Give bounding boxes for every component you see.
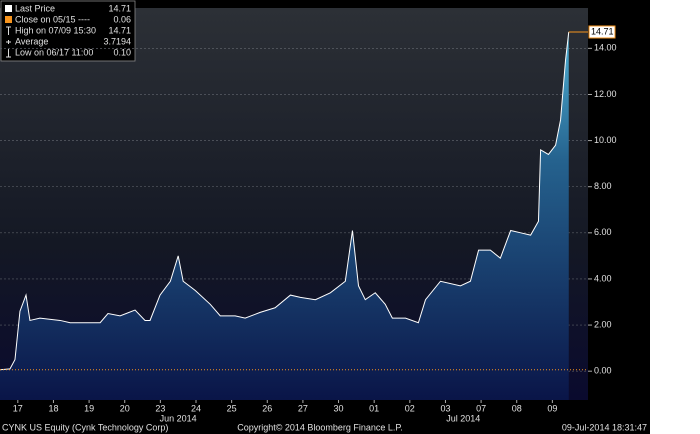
legend-value: 14.71 [108,25,131,35]
legend-box [0,0,136,62]
price-line [0,31,570,371]
x-tick-label: 18 [48,403,58,413]
legend-value: 14.71 [108,3,131,13]
legend-value: 3.7194 [103,36,131,46]
y-tick-label: 0.00 [594,366,612,376]
y-tick-label: 8.00 [594,181,612,191]
legend-label: High on 07/09 15:30 [15,25,96,35]
y-tick-label: 14.00 [594,43,617,53]
x-tick-label: 24 [191,403,201,413]
price-area [0,31,569,401]
x-tick-label: 30 [334,403,344,413]
legend-label: Average [15,36,48,46]
x-tick-label: 26 [262,403,272,413]
x-tick-label: 27 [298,403,308,413]
x-tick-label: 08 [512,403,522,413]
x-tick-label: 20 [120,403,130,413]
legend-swatch [5,16,12,23]
footer-left: CYNK US Equity (Cynk Technology Corp) [2,422,168,432]
y-tick-label: 6.00 [594,227,612,237]
last-price-label: 14.71 [591,26,614,36]
x-tick-label: 23 [155,403,165,413]
legend-label: Last Price [15,3,55,13]
footer-center: Copyright© 2014 Bloomberg Finance L.P. [237,422,403,432]
month-label: Jun 2014 [160,413,197,423]
x-tick-label: 09 [547,403,557,413]
x-tick-label: 19 [84,403,94,413]
legend-swatch [5,5,12,12]
y-tick-label: 4.00 [594,273,612,283]
legend-value: 0.06 [113,14,131,24]
legend: Last Price 14.71 Close on 05/15 ---- 0.06 Hi… [0,0,136,62]
last-price-box [588,25,616,39]
x-tick-label: 02 [405,403,415,413]
x-tick-label: 07 [476,403,486,413]
legend-value: 0.10 [113,47,131,57]
y-tick-label: 2.00 [594,319,612,329]
x-tick-label: 03 [440,403,450,413]
x-tick-label: 25 [227,403,237,413]
x-tick-label: 01 [369,403,379,413]
footer-right: 09-Jul-2014 18:31:47 [562,422,647,432]
x-tick-label: 17 [13,403,23,413]
legend-label: Close on 05/15 ---- [15,14,90,24]
month-label: Jul 2014 [446,413,480,423]
y-tick-label: 10.00 [594,135,617,145]
y-tick-label: 12.00 [594,89,617,99]
legend-label: Low on 06/17 11:00 [15,47,93,57]
